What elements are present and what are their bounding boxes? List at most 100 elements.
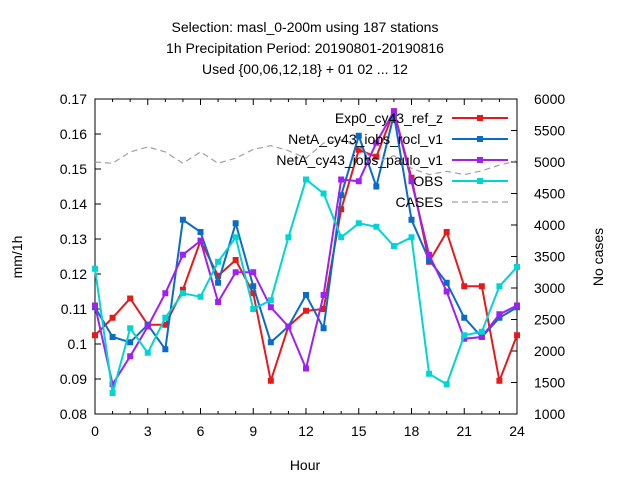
- series-line: [94, 139, 518, 176]
- data-point: [320, 292, 327, 298]
- y2-tick-label: 4000: [534, 217, 565, 233]
- x-tick-label: 3: [144, 423, 152, 439]
- data-point: [426, 257, 433, 263]
- y2-tick-label: 3000: [534, 280, 565, 296]
- data-point: [355, 178, 362, 185]
- data-point: [303, 176, 309, 183]
- data-point: [232, 257, 239, 263]
- data-point: [496, 311, 503, 318]
- data-point: [179, 286, 186, 293]
- data-point: [127, 353, 134, 360]
- data-point: [478, 283, 485, 290]
- data-point: [408, 234, 415, 241]
- data-point: [443, 288, 450, 295]
- data-point: [443, 229, 450, 235]
- legend-marker: [477, 136, 483, 142]
- chart-title-line: 1h Precipitation Period: 20190801-201908…: [166, 40, 444, 56]
- data-point: [373, 183, 380, 190]
- data-point: [162, 346, 169, 353]
- data-point: [514, 264, 520, 270]
- chart-title-line: Used {00,06,12,18} + 01 02 ... 12: [202, 61, 408, 77]
- data-point: [179, 251, 186, 258]
- legend-marker: [477, 157, 483, 163]
- data-point: [514, 332, 520, 339]
- data-point: [408, 178, 415, 185]
- series-NetA_cy43_iobs_paulo_v1: [92, 108, 520, 388]
- chart-title-block: Selection: masl_0-200m using 187 station…: [166, 19, 444, 77]
- y-tick-label: 0.14: [60, 196, 87, 212]
- y-axis-label: mm/1h: [9, 236, 25, 279]
- y2-tick-label: 6000: [534, 91, 565, 107]
- y2-tick-label: 1000: [534, 406, 565, 422]
- data-point: [355, 220, 362, 227]
- data-point: [250, 269, 257, 276]
- data-point: [109, 381, 116, 388]
- data-point: [197, 237, 204, 244]
- data-point: [250, 306, 257, 312]
- data-point: [461, 314, 468, 321]
- data-point: [426, 251, 433, 258]
- y-tick-label: 0.08: [60, 406, 87, 422]
- data-point: [267, 304, 274, 311]
- y-tick-label: 0.15: [60, 161, 87, 177]
- chart-title-line: Selection: masl_0-200m using 187 station…: [172, 19, 439, 35]
- data-point: [267, 339, 274, 346]
- y2-tick-label: 1500: [534, 375, 565, 391]
- x-tick-label: 24: [509, 423, 525, 439]
- data-point: [232, 220, 239, 227]
- data-point: [162, 314, 169, 321]
- data-point: [338, 206, 345, 213]
- y2-tick-label: 2500: [534, 312, 565, 328]
- y-tick-label: 0.1: [68, 336, 88, 352]
- data-point: [320, 325, 327, 332]
- data-point: [250, 290, 257, 297]
- legend-label: CASES: [396, 194, 443, 210]
- data-point: [127, 339, 134, 346]
- x-tick-label: 18: [404, 423, 420, 439]
- plot-frame: [94, 98, 518, 415]
- x-tick-label: 15: [351, 423, 367, 439]
- data-point: [215, 258, 222, 265]
- data-point: [285, 234, 292, 241]
- data-point: [338, 192, 345, 199]
- data-point: [373, 223, 380, 230]
- data-point: [144, 349, 151, 356]
- y-tick-label: 0.17: [60, 91, 87, 107]
- data-point: [443, 279, 450, 286]
- data-point: [496, 283, 503, 290]
- data-point: [408, 216, 415, 223]
- data-point: [109, 314, 116, 321]
- y2-tick-label: 5500: [534, 123, 565, 139]
- data-point: [285, 323, 292, 330]
- legend-label: Exp0_cy43_ref_z: [335, 110, 443, 126]
- y2-tick-label: 3500: [534, 249, 565, 265]
- data-point: [443, 381, 450, 388]
- x-tick-label: 6: [197, 423, 205, 439]
- data-point: [390, 243, 397, 249]
- y2-axis-label: No cases: [590, 228, 606, 286]
- data-point: [215, 299, 222, 305]
- series-line: [94, 114, 518, 352]
- x-tick-label: 21: [456, 423, 472, 439]
- y2-tick-label: 4500: [534, 186, 565, 202]
- y2-tick-label: 5000: [534, 154, 565, 170]
- data-point: [355, 132, 362, 139]
- data-point: [478, 334, 485, 340]
- series-OBS: [92, 176, 520, 396]
- data-point: [232, 234, 239, 241]
- data-point: [109, 390, 116, 396]
- data-point: [197, 293, 204, 300]
- x-tick-label: 0: [91, 423, 99, 439]
- data-point: [232, 269, 239, 276]
- y-tick-label: 0.09: [60, 371, 87, 387]
- data-point: [373, 139, 380, 146]
- data-point: [320, 190, 327, 197]
- data-point: [197, 229, 204, 235]
- data-point: [461, 335, 468, 342]
- data-point: [215, 279, 222, 286]
- y-tick-label: 0.16: [60, 126, 87, 142]
- series-CASES: [94, 139, 518, 176]
- data-point: [215, 272, 222, 279]
- data-point: [514, 302, 520, 309]
- data-point: [250, 283, 257, 290]
